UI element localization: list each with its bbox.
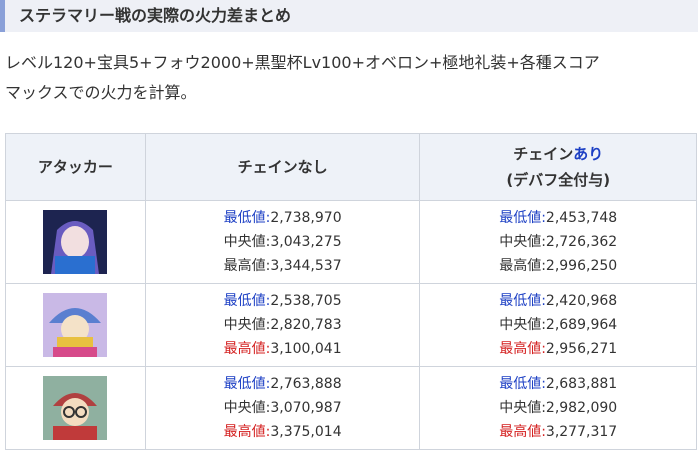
table-row: 最低値:2,763,888 中央値:3,070,987 最高値:3,375,014 最… [5, 366, 697, 450]
value-text: 2,420,968 [545, 293, 618, 309]
value-cell: 最低値:2,738,970 中央値:3,043,275 最高値:3,344,537 [144, 200, 421, 284]
value-label: 中央値: [223, 317, 271, 333]
value-label: 最低値: [223, 210, 271, 226]
value-text: 2,956,271 [545, 341, 618, 357]
value-label: 最低値: [499, 210, 546, 226]
intro-line: レベル120+宝具5+フォウ2000+黒聖杯Lv100+オベロン+極地礼装+各種… [5, 53, 600, 72]
value-label: 最高値: [223, 341, 271, 357]
value-text: 3,375,014 [270, 424, 342, 440]
header-row: アタッカー チェインなし チェインあり (デバフ全付与) [5, 133, 697, 201]
value-line: 中央値:2,820,783 [146, 313, 420, 337]
header-note: (デバフ全付与) [506, 171, 611, 189]
value-cell: 最低値:2,683,881 中央値:2,982,090 最高値:3,277,317 [419, 366, 697, 450]
attacker-cell [5, 200, 146, 284]
heading: ステラマリー戦の実際の火力差まとめ [0, 0, 698, 32]
value-line: 中央値:2,726,362 [420, 230, 696, 254]
value-line: 最低値:2,763,888 [146, 372, 420, 396]
value-text: 3,100,041 [270, 341, 342, 357]
value-text: 2,538,705 [270, 293, 342, 309]
value-line: 最低値:2,538,705 [146, 289, 420, 313]
value-text: 2,763,888 [270, 376, 342, 392]
value-text: 2,982,090 [545, 400, 618, 416]
header-cell: チェインあり (デバフ全付与) [419, 133, 697, 201]
value-line: 最高値:3,277,317 [420, 420, 696, 444]
value-cell: 最低値:2,763,888 中央値:3,070,987 最高値:3,375,014 [144, 366, 421, 450]
value-line: 最高値:2,996,250 [420, 254, 696, 278]
value-label: 最低値: [223, 293, 271, 309]
header-highlight: あり [573, 145, 604, 163]
value-line: 中央値:2,982,090 [420, 396, 696, 420]
value-cell: 最低値:2,420,968 中央値:2,689,964 最高値:2,956,271 [419, 283, 697, 367]
attacker-icon [43, 293, 108, 357]
header-cell: チェインなし [144, 133, 421, 201]
value-line: 最低値:2,738,970 [146, 206, 420, 230]
attacker-icon [43, 210, 108, 274]
intro: レベル120+宝具5+フォウ2000+黒聖杯Lv100+オベロン+極地礼装+各種… [5, 48, 600, 108]
value-label: 中央値: [499, 400, 546, 416]
header-text: チェイン [513, 145, 574, 163]
value-line: 最高値:3,100,041 [146, 337, 420, 361]
value-line: 最低値:2,683,881 [420, 372, 696, 396]
table-row: 最低値:2,738,970 中央値:3,043,275 最高値:3,344,537 最… [5, 200, 697, 284]
value-text: 2,996,250 [545, 258, 618, 274]
header-cell: アタッカー [5, 133, 146, 201]
value-text: 2,820,783 [270, 317, 342, 333]
value-label: 最高値: [499, 258, 546, 274]
value-text: 3,277,317 [545, 424, 618, 440]
damage-table: アタッカー チェインなし チェインあり (デバフ全付与) 最低値:2,738,97… [5, 133, 697, 450]
attacker-cell [5, 283, 146, 367]
value-label: 最低値: [499, 376, 546, 392]
value-line: 中央値:3,070,987 [146, 396, 420, 420]
attacker-icon [43, 376, 108, 440]
value-line: 最高値:2,956,271 [420, 337, 696, 361]
intro-line: マックスでの火力を計算。 [5, 83, 197, 102]
attacker-cell [5, 366, 146, 450]
table-row: 最低値:2,538,705 中央値:2,820,783 最高値:3,100,041 最… [5, 283, 697, 367]
value-line: 最低値:2,453,748 [420, 206, 696, 230]
value-label: 最高値: [223, 258, 271, 274]
value-label: 最高値: [499, 341, 546, 357]
value-cell: 最低値:2,453,748 中央値:2,726,362 最高値:2,996,250 [419, 200, 697, 284]
value-line: 中央値:3,043,275 [146, 230, 420, 254]
value-text: 2,726,362 [545, 234, 618, 250]
value-label: 中央値: [499, 234, 546, 250]
value-cell: 最低値:2,538,705 中央値:2,820,783 最高値:3,100,041 [144, 283, 421, 367]
value-text: 2,453,748 [545, 210, 618, 226]
value-text: 2,689,964 [545, 317, 618, 333]
value-text: 3,043,275 [270, 234, 342, 250]
value-line: 最低値:2,420,968 [420, 289, 696, 313]
value-label: 最高値: [499, 424, 546, 440]
value-label: 中央値: [223, 234, 271, 250]
value-label: 中央値: [223, 400, 271, 416]
value-line: 中央値:2,689,964 [420, 313, 696, 337]
value-text: 3,070,987 [270, 400, 342, 416]
value-label: 最高値: [223, 424, 271, 440]
value-label: 最低値: [223, 376, 271, 392]
value-label: 最低値: [499, 293, 546, 309]
value-label: 中央値: [499, 317, 546, 333]
value-line: 最高値:3,375,014 [146, 420, 420, 444]
value-text: 2,683,881 [545, 376, 618, 392]
value-line: 最高値:3,344,537 [146, 254, 420, 278]
value-text: 3,344,537 [270, 258, 342, 274]
value-text: 2,738,970 [270, 210, 342, 226]
